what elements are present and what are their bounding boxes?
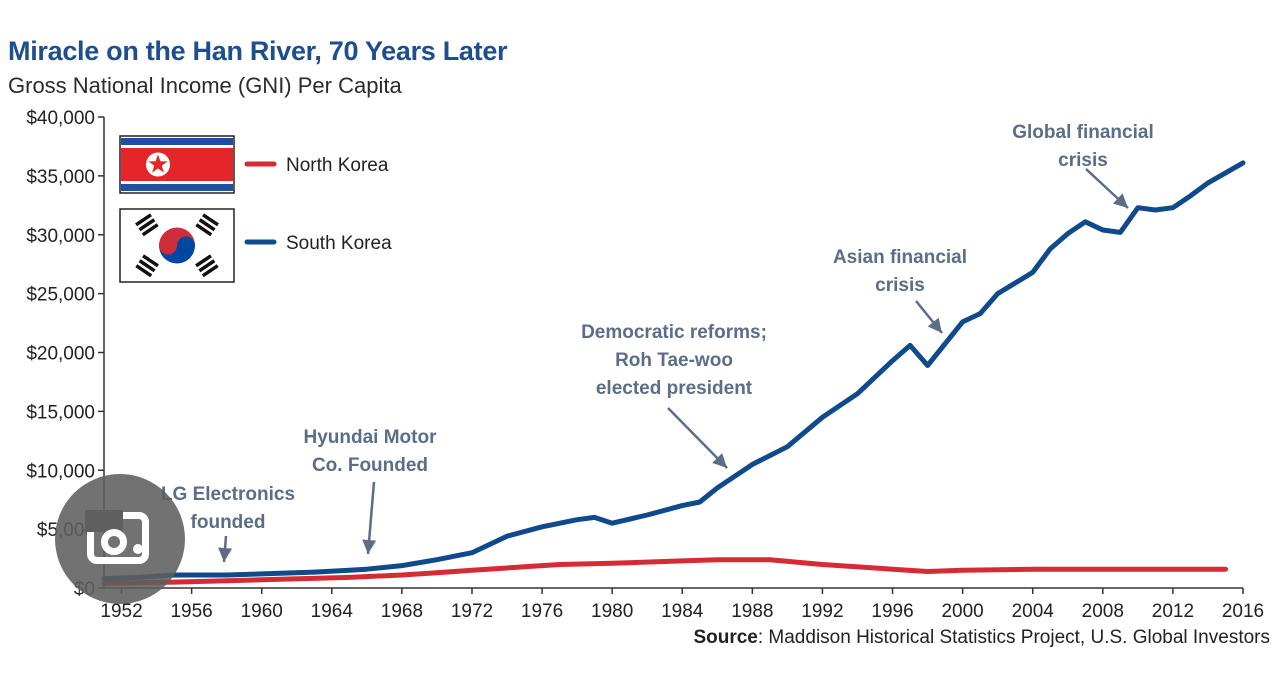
lens-dot-shape [101, 529, 127, 555]
taeguk-blue-lobe [177, 236, 195, 255]
x-tick-label: 1956 [170, 601, 212, 622]
x-tick-label: 1992 [801, 601, 843, 622]
source-label: Source [693, 627, 758, 648]
series-line-north-korea [101, 557, 1228, 586]
y-tick-label: $10,000 [26, 461, 95, 482]
annotation-line: Democratic reforms; [581, 322, 767, 343]
north-korea-flag [119, 135, 235, 194]
annotation-text: Asian financial crisis [833, 247, 967, 296]
lens-bit-shape [133, 544, 143, 554]
annotation-line: Hyundai Motor [304, 427, 438, 448]
y-tick-label: $20,000 [26, 344, 95, 365]
trigram-bar [138, 218, 156, 232]
legend-label: North Korea [286, 155, 389, 176]
y-tick-label: $40,000 [26, 108, 95, 129]
annotation-arrow-head [1112, 193, 1128, 208]
trigram [195, 254, 219, 278]
source-note: Source: Maddison Historical Statistics P… [693, 627, 1270, 649]
x-tick-label: 1984 [661, 601, 704, 622]
trigram-bar [195, 223, 213, 237]
annotation-line: Roh Tae-woo [615, 350, 733, 371]
y-tick-label: $15,000 [26, 402, 95, 423]
annotation-line: Global financial [1012, 122, 1153, 143]
taeguk-red-lobe [159, 236, 177, 255]
flag-star [148, 154, 168, 173]
annotation-line: Asian financial [833, 247, 967, 268]
y-tick-label: $30,000 [26, 226, 95, 247]
series-layer [101, 160, 1246, 586]
series-line-south-korea [101, 160, 1246, 582]
annotation-arrow-shaft [667, 407, 728, 469]
annotation-line: crisis [1058, 150, 1108, 171]
chart-title: Miracle on the Han River, 70 Years Later [8, 36, 508, 66]
lens-frame-shape [85, 510, 149, 564]
x-tick-label: 2008 [1082, 601, 1124, 622]
annotation-line: Co. Founded [312, 455, 428, 476]
trigram-bar [198, 259, 216, 273]
trigram [135, 213, 159, 237]
trigram-bar [201, 264, 219, 278]
annotations: LG Electronics founded Hyundai Motor Co. Fo… [161, 122, 1154, 563]
source-text: : Maddison Historical Statistics Project… [757, 627, 1270, 648]
annotation-text: Democratic reforms; Roh Tae-woo elected pr… [581, 322, 767, 399]
x-tick-label: 2012 [1152, 601, 1194, 622]
annotation-arrow-head [712, 453, 727, 468]
annotation-line: founded [191, 512, 266, 533]
south-korea-flag [119, 208, 235, 283]
trigram-bar [141, 223, 159, 237]
trigram [135, 254, 159, 278]
y-tick-label: $35,000 [26, 167, 95, 188]
x-tick-label: 1968 [381, 601, 423, 622]
trigram-bar [142, 254, 159, 268]
annotation-line: LG Electronics [161, 484, 295, 505]
trigram-bar [195, 254, 212, 268]
x-tick-label: 2016 [1222, 601, 1264, 622]
trigram-bar [135, 213, 152, 227]
annotation-text: Global financial crisis [1012, 122, 1153, 171]
y-tick-label: $25,000 [26, 285, 95, 306]
annotation-arrow-head [927, 317, 942, 333]
annotation-arrow-head [362, 539, 377, 554]
x-tick-label: 1972 [451, 601, 493, 622]
annotation-line: elected president [596, 378, 753, 399]
legend: North Korea South Korea [119, 135, 392, 283]
trigram-bar [198, 218, 216, 232]
x-tick-label: 1952 [100, 601, 142, 622]
trigram-bar [202, 213, 219, 227]
x-tick-label: 1960 [241, 601, 283, 622]
google-lens-icon[interactable] [55, 474, 185, 604]
flag-blue-bottom [121, 184, 233, 191]
x-tick-label: 1980 [591, 601, 633, 622]
trigram-bar [135, 264, 153, 278]
x-tick-label: 2004 [1012, 601, 1055, 622]
trigram [195, 213, 219, 237]
annotation-line: crisis [875, 275, 925, 296]
x-tick-label: 1996 [871, 601, 913, 622]
x-tick-label: 1964 [311, 601, 354, 622]
annotation-text: LG Electronics founded [161, 484, 295, 533]
x-tick-label: 2000 [941, 601, 983, 622]
x-tick-label: 1988 [731, 601, 773, 622]
x-tick-label: 1976 [521, 601, 563, 622]
legend-label: South Korea [286, 233, 392, 254]
annotation-text: Hyundai Motor Co. Founded [304, 427, 438, 476]
flag-red-band [121, 148, 233, 181]
trigram-bar [138, 259, 156, 273]
chart-subtitle: Gross National Income (GNI) Per Capita [8, 73, 402, 98]
annotation-arrow-head [218, 547, 233, 562]
flag-blue-top [121, 138, 233, 145]
